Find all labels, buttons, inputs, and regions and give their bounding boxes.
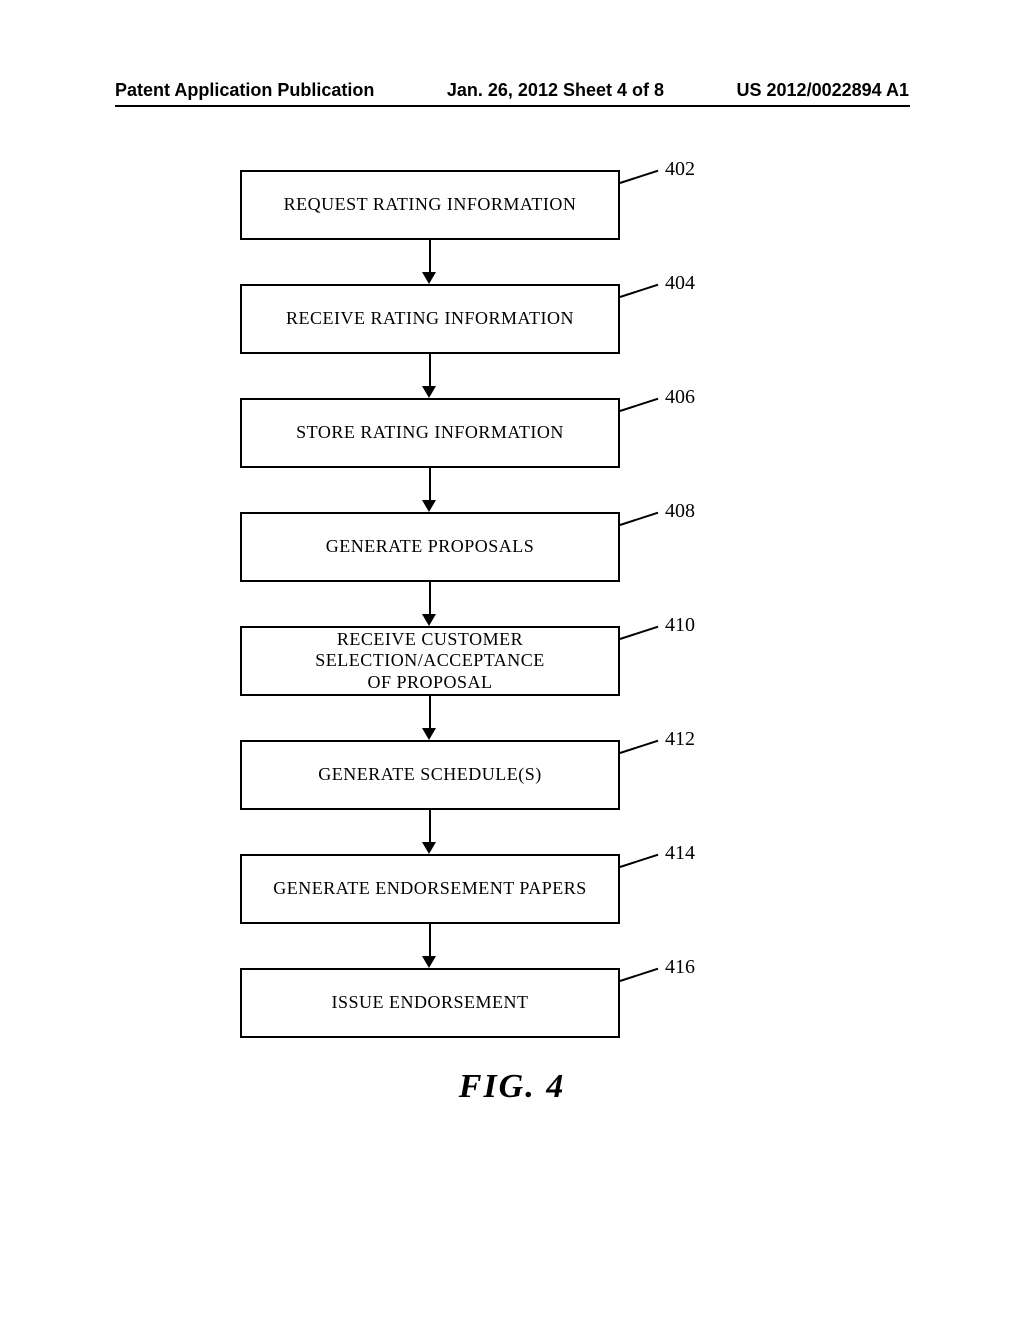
flow-step-label: RECEIVE CUSTOMER SELECTION/ACCEPTANCE	[242, 629, 618, 672]
flow-step-label: ISSUE ENDORSEMENT	[331, 992, 528, 1014]
leader-line	[620, 968, 659, 982]
flow-step: GENERATE PROPOSALS	[240, 512, 620, 582]
flow-step-label: STORE RATING INFORMATION	[296, 422, 564, 444]
flow-step: ISSUE ENDORSEMENT	[240, 968, 620, 1038]
leader-line	[620, 512, 659, 526]
flow-arrow	[428, 810, 432, 854]
flow-step: GENERATE SCHEDULE(S)	[240, 740, 620, 810]
flow-step-label: RECEIVE RATING INFORMATION	[286, 308, 574, 330]
reference-number: 408	[665, 500, 695, 523]
arrow-line	[429, 240, 431, 272]
page-header: Patent Application Publication Jan. 26, …	[0, 80, 1024, 101]
arrow-line	[429, 810, 431, 842]
flow-step: STORE RATING INFORMATION	[240, 398, 620, 468]
header-rule	[115, 105, 910, 107]
flow-arrow	[428, 924, 432, 968]
arrow-line	[429, 354, 431, 386]
reference-number: 410	[665, 614, 695, 637]
arrow-head-icon	[422, 614, 436, 626]
arrow-line	[429, 582, 431, 614]
arrow-head-icon	[422, 386, 436, 398]
leader-line	[620, 626, 659, 640]
flow-arrow	[428, 582, 432, 626]
flow-arrow	[428, 696, 432, 740]
leader-line	[620, 740, 659, 754]
header-right: US 2012/0022894 A1	[737, 80, 909, 101]
reference-number: 404	[665, 272, 695, 295]
flow-step: RECEIVE CUSTOMER SELECTION/ACCEPTANCEOF …	[240, 626, 620, 696]
reference-number: 414	[665, 842, 695, 865]
flow-arrow	[428, 468, 432, 512]
reference-number: 416	[665, 956, 695, 979]
flow-arrow	[428, 240, 432, 284]
header-center: Jan. 26, 2012 Sheet 4 of 8	[447, 80, 664, 101]
flow-step-label: GENERATE SCHEDULE(S)	[318, 764, 542, 786]
arrow-head-icon	[422, 842, 436, 854]
flow-step: RECEIVE RATING INFORMATION	[240, 284, 620, 354]
flow-step-label: GENERATE ENDORSEMENT PAPERS	[273, 878, 587, 900]
arrow-head-icon	[422, 272, 436, 284]
flow-arrow	[428, 354, 432, 398]
flow-step: GENERATE ENDORSEMENT PAPERS	[240, 854, 620, 924]
arrow-line	[429, 468, 431, 500]
page: Patent Application Publication Jan. 26, …	[0, 0, 1024, 1320]
reference-number: 412	[665, 728, 695, 751]
arrow-line	[429, 696, 431, 728]
figure-label: FIG. 4	[0, 1068, 1024, 1106]
reference-number: 402	[665, 158, 695, 181]
leader-line	[620, 398, 659, 412]
flow-step: REQUEST RATING INFORMATION	[240, 170, 620, 240]
arrow-head-icon	[422, 956, 436, 968]
arrow-line	[429, 924, 431, 956]
header-left: Patent Application Publication	[115, 80, 374, 101]
arrow-head-icon	[422, 500, 436, 512]
leader-line	[620, 284, 659, 298]
arrow-head-icon	[422, 728, 436, 740]
reference-number: 406	[665, 386, 695, 409]
flow-step-label: REQUEST RATING INFORMATION	[284, 194, 577, 216]
flow-step-label: GENERATE PROPOSALS	[326, 536, 535, 558]
leader-line	[620, 170, 659, 184]
leader-line	[620, 854, 659, 868]
flow-step-label: OF PROPOSAL	[367, 672, 492, 694]
